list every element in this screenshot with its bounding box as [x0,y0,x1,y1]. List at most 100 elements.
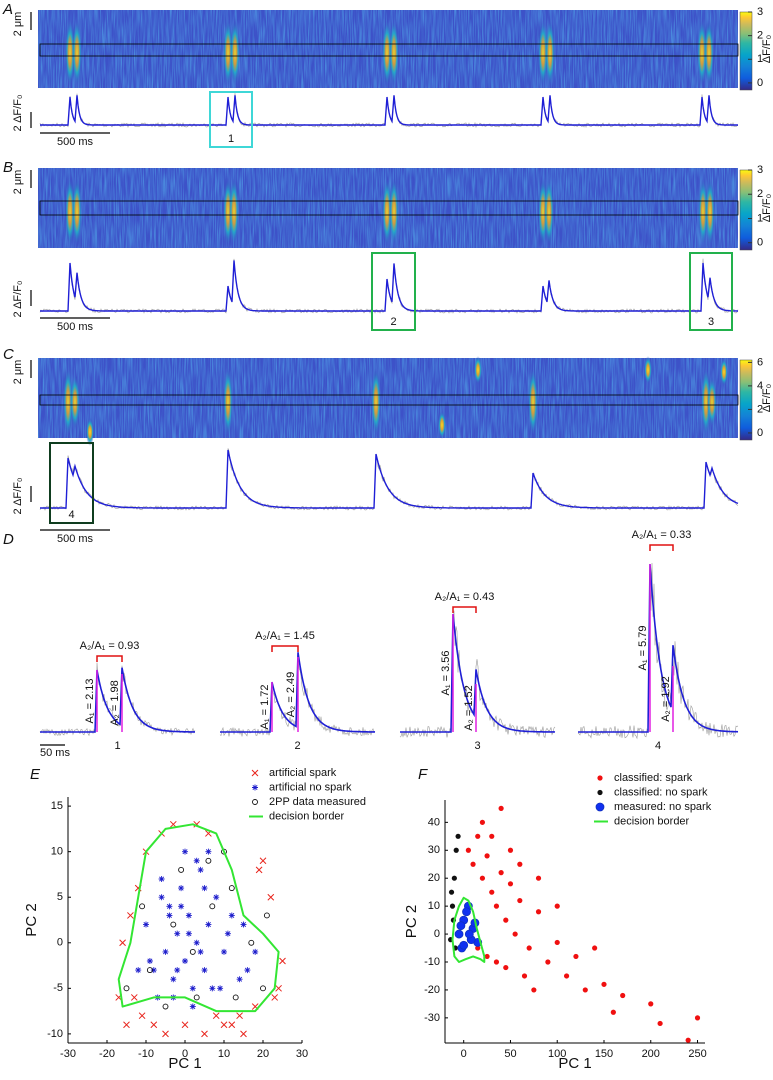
point [448,889,455,895]
colorbar-tick-label: 3 [757,164,763,176]
pair-label: 3 [474,740,480,752]
colorbar-tick-label: 2 [757,188,763,200]
ratio-label: A₂/A₁ = 0.93 [80,640,140,652]
point [470,861,476,867]
point [507,881,514,887]
legend-swatch [252,799,258,805]
point [197,866,204,873]
point [181,1021,189,1029]
legend-swatch [595,802,605,812]
legend-swatch [251,769,259,777]
spark-signal [229,178,239,246]
linescan-noise [38,358,738,438]
point [150,1021,158,1029]
point [454,929,464,939]
colorbar-tick-label: 1 [757,53,763,65]
amplitude-label: A₁ = 1.72 [259,685,271,730]
y-tick-label: 0 [57,937,63,949]
box-label: 1 [228,133,234,145]
roi-box [39,394,739,406]
point [521,973,528,979]
box-label: 2 [390,316,396,328]
panel-letter: E [30,766,41,783]
point [459,940,469,950]
point [182,958,188,964]
x-tick-label: 20 [257,1048,269,1060]
panel-letter: C [3,346,14,363]
point [493,903,500,909]
trace-scale-label: 2 ΔF/F₀ [12,95,24,132]
point [475,833,481,839]
ratio-bracket [649,544,674,551]
panel-letter: B [3,159,13,176]
x-tick-label: 100 [548,1048,566,1060]
x-tick-label: 0 [461,1048,467,1060]
spark-signal [223,20,233,86]
time-scale-label: 500 ms [57,321,94,333]
point [240,921,247,928]
point [213,894,220,901]
point [648,1001,654,1007]
ratio-label: A₂/A₁ = 1.45 [255,630,315,642]
point [517,897,523,904]
legend-label: decision border [269,810,345,822]
x-tick-label: -20 [99,1048,115,1060]
point [201,885,208,892]
colorbar-tick-label: 2 [757,403,763,415]
fit-trace [400,613,556,733]
point [178,866,185,873]
y-tick-label: 10 [428,900,440,912]
point [232,994,239,1001]
spark-signal [70,375,80,429]
highlight-box [689,252,733,331]
point [170,976,177,983]
spark-signal [707,377,717,427]
point [453,847,459,853]
roi-box [39,200,739,216]
amplitude-label: A₂ = 2.49 [285,672,297,718]
x-tick-label: 250 [688,1048,706,1060]
spark-signal [65,178,75,246]
spark-signal [223,368,233,436]
colorbar-label: ΔF/F₀ [761,194,773,222]
box-label: 3 [708,316,714,328]
y-tick-label: 5 [57,891,63,903]
amplitude-label: A₂ = 1.92 [660,676,672,722]
point [158,876,165,882]
spark-signal [474,356,482,384]
spark-signal [389,178,399,246]
legend-label: 2PP data measured [269,796,366,808]
point [162,948,169,955]
colorbar [739,359,753,441]
spark-signal [65,20,75,86]
amplitude-label: A₁ = 2.13 [84,679,96,724]
point [657,1020,663,1027]
point [174,930,181,937]
point [146,967,153,974]
x-tick-label: 200 [642,1048,660,1060]
raw-trace [399,610,556,738]
point [563,973,570,979]
fit-trace [40,449,739,509]
decision-border [451,896,486,963]
point [205,857,212,864]
point [150,967,157,974]
point [166,912,173,919]
amplitude-label: A₁ = 3.56 [440,651,452,696]
point [123,985,130,992]
y-tick-label: 40 [428,816,440,828]
y-tick-label: 10 [51,846,63,858]
point [228,1021,236,1029]
y-tick-label: -5 [53,982,63,994]
colorbar-label: ΔF/F₀ [761,384,773,412]
legend-label: artificial no spark [269,781,352,793]
spark-signal [230,20,240,86]
x-axis-label: PC 1 [168,1055,201,1072]
scale-label: 2 μm [12,170,24,195]
colorbar-tick-label: 6 [757,356,763,368]
point [139,903,146,910]
trace-scale-label: 2 ΔF/F₀ [12,281,24,318]
spark-signal [528,368,538,436]
point [189,1003,196,1010]
